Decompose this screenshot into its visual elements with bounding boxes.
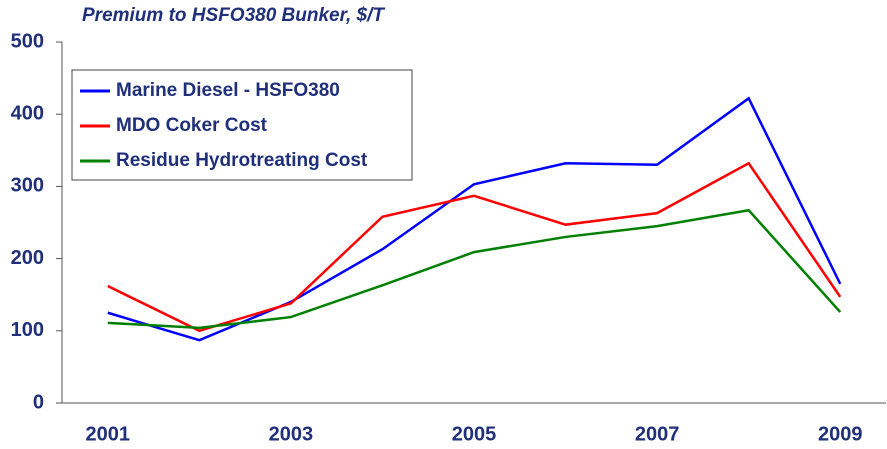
y-tick-label: 200 [11, 247, 44, 269]
x-tick-label: 2001 [86, 423, 131, 445]
chart-title: Premium to HSFO380 Bunker, $/T [82, 5, 385, 26]
y-tick-label: 100 [11, 319, 44, 341]
series-line [107, 96, 842, 342]
x-tick-label: 2009 [818, 423, 863, 445]
y-tick-label: 300 [11, 175, 44, 197]
legend-label: MDO Coker Cost [116, 115, 268, 136]
x-tick-label: 2003 [269, 423, 314, 445]
y-tick-label: 400 [11, 102, 44, 124]
x-tick-label: 2005 [452, 423, 497, 445]
y-tick-label: 0 [33, 391, 44, 413]
series-line [107, 208, 842, 330]
series-line [107, 161, 842, 333]
legend-box [71, 69, 413, 181]
legend-label: Residue Hydrotreating Cost [116, 150, 368, 171]
y-tick-label: 500 [11, 30, 44, 52]
x-tick-label: 2007 [635, 423, 680, 445]
legend-label: Marine Diesel - HSFO380 [116, 80, 340, 101]
